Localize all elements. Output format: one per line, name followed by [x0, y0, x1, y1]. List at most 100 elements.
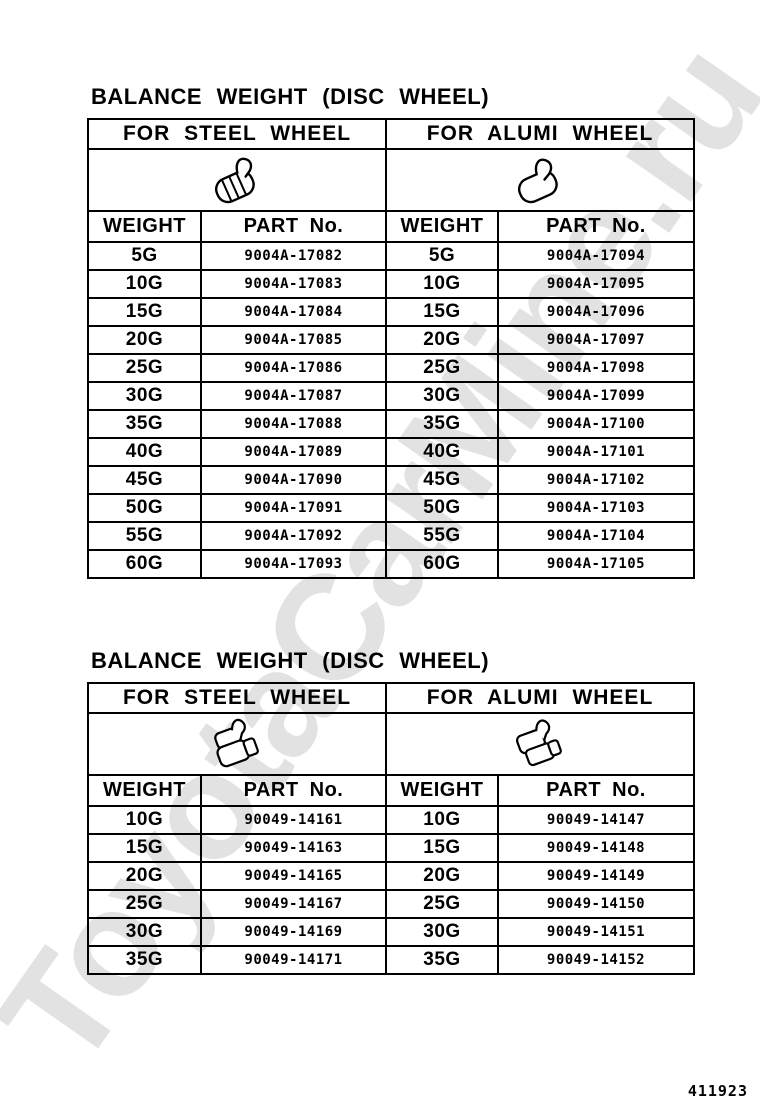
weight-cell: 30G: [87, 917, 202, 947]
weight-cell: 20G: [385, 325, 499, 355]
steel-wheel-header: FOR STEEL WHEEL: [87, 682, 387, 714]
weight-cell: 10G: [385, 805, 499, 835]
table-row: 15G 90049-14163 15G 90049-14148: [87, 833, 695, 863]
table-row: 20G 90049-14165 20G 90049-14149: [87, 861, 695, 891]
page-number: 411923: [687, 1082, 748, 1100]
weight-cell: 25G: [87, 889, 202, 919]
weight-cell: 15G: [385, 833, 499, 863]
table-row: 35G 9004A-17088 35G 9004A-17100: [87, 409, 695, 439]
steel-part-number-cell: 9004A-17089: [200, 437, 387, 467]
alumi-part-number-cell: 90049-14152: [497, 945, 695, 975]
table-row: 10G 90049-14161 10G 90049-14147: [87, 805, 695, 835]
table-row: 55G 9004A-17092 55G 9004A-17104: [87, 521, 695, 551]
alumi-part-number-cell: 9004A-17101: [497, 437, 695, 467]
table-title: BALANCE WEIGHT (DISC WHEEL): [91, 648, 490, 673]
steel-part-number-cell: 90049-14167: [200, 889, 387, 919]
steel-part-number-cell: 9004A-17091: [200, 493, 387, 523]
weight-cell: 50G: [385, 493, 499, 523]
alumi-part-number-cell: 9004A-17096: [497, 297, 695, 327]
column-header-row: WEIGHT PART No. WEIGHT PART No.: [87, 774, 695, 807]
steel-balance-weight-clip-icon: [214, 718, 259, 768]
alumi-part-number-cell: 90049-14149: [497, 861, 695, 891]
weight-cell: 10G: [87, 269, 202, 299]
alumi-part-number-cell: 90049-14148: [497, 833, 695, 863]
part-number-column-header: PART No.: [497, 774, 695, 807]
balance-weight-section-1: BALANCE WEIGHT (DISC WHEEL) FOR STEEL WH…: [87, 84, 695, 579]
weight-column-header: WEIGHT: [385, 774, 499, 807]
part-number-column-header: PART No.: [200, 774, 387, 807]
steel-part-number-cell: 90049-14163: [200, 833, 387, 863]
part-number-column-header: PART No.: [200, 210, 387, 243]
alumi-icon-cell: [385, 712, 695, 776]
weight-cell: 10G: [385, 269, 499, 299]
alumi-icon-cell: [385, 148, 695, 212]
weight-column-header: WEIGHT: [385, 210, 499, 243]
weight-cell: 25G: [87, 353, 202, 383]
alumi-wheel-header: FOR ALUMI WHEEL: [385, 682, 695, 714]
weight-cell: 45G: [87, 465, 202, 495]
weight-cell: 35G: [385, 945, 499, 975]
steel-balance-weight-clip-icon: [214, 157, 255, 204]
weight-cell: 10G: [87, 805, 202, 835]
steel-part-number-cell: 9004A-17093: [200, 549, 387, 579]
table-row: 25G 90049-14167 25G 90049-14150: [87, 889, 695, 919]
alumi-part-number-cell: 90049-14150: [497, 889, 695, 919]
steel-part-number-cell: 90049-14169: [200, 917, 387, 947]
part-number-column-header: PART No.: [497, 210, 695, 243]
alumi-part-number-cell: 9004A-17099: [497, 381, 695, 411]
weight-cell: 15G: [87, 297, 202, 327]
table-row: 20G 9004A-17085 20G 9004A-17097: [87, 325, 695, 355]
weight-cell: 20G: [385, 861, 499, 891]
alumi-wheel-header: FOR ALUMI WHEEL: [385, 118, 695, 150]
steel-part-number-cell: 9004A-17082: [200, 241, 387, 271]
weight-cell: 20G: [87, 325, 202, 355]
weight-cell: 5G: [87, 241, 202, 271]
icon-row: [87, 148, 695, 212]
table-row: 45G 9004A-17090 45G 9004A-17102: [87, 465, 695, 495]
alumi-part-number-cell: 9004A-17103: [497, 493, 695, 523]
weight-cell: 45G: [385, 465, 499, 495]
alumi-part-number-cell: 9004A-17104: [497, 521, 695, 551]
table-row: 50G 9004A-17091 50G 9004A-17103: [87, 493, 695, 523]
steel-part-number-cell: 9004A-17092: [200, 521, 387, 551]
weight-cell: 35G: [87, 409, 202, 439]
weight-cell: 25G: [385, 353, 499, 383]
weight-cell: 30G: [385, 917, 499, 947]
alumi-balance-weight-clip-icon: [517, 158, 558, 204]
steel-part-number-cell: 90049-14171: [200, 945, 387, 975]
steel-icon-cell: [87, 148, 387, 212]
alumi-part-number-cell: 9004A-17100: [497, 409, 695, 439]
weight-cell: 55G: [87, 521, 202, 551]
alumi-balance-weight-clip-icon: [515, 719, 562, 767]
weight-cell: 60G: [385, 549, 499, 579]
weight-cell: 20G: [87, 861, 202, 891]
group-header-row: FOR STEEL WHEEL FOR ALUMI WHEEL: [87, 118, 695, 150]
weight-cell: 40G: [385, 437, 499, 467]
table-title: BALANCE WEIGHT (DISC WHEEL): [91, 84, 490, 109]
table-row: 35G 90049-14171 35G 90049-14152: [87, 945, 695, 975]
weight-cell: 15G: [87, 833, 202, 863]
steel-part-number-cell: 90049-14161: [200, 805, 387, 835]
balance-weight-table-1: FOR STEEL WHEEL FOR ALUMI WHEEL: [87, 118, 695, 579]
table-row: 30G 90049-14169 30G 90049-14151: [87, 917, 695, 947]
weight-cell: 30G: [385, 381, 499, 411]
alumi-part-number-cell: 90049-14151: [497, 917, 695, 947]
weight-column-header: WEIGHT: [87, 210, 202, 243]
balance-weight-table-2: FOR STEEL WHEEL FOR ALUMI WHEEL: [87, 682, 695, 975]
steel-part-number-cell: 9004A-17086: [200, 353, 387, 383]
steel-icon-cell: [87, 712, 387, 776]
steel-part-number-cell: 9004A-17087: [200, 381, 387, 411]
weight-cell: 50G: [87, 493, 202, 523]
weight-cell: 15G: [385, 297, 499, 327]
steel-part-number-cell: 9004A-17090: [200, 465, 387, 495]
alumi-part-number-cell: 9004A-17097: [497, 325, 695, 355]
weight-cell: 35G: [87, 945, 202, 975]
table-row: 30G 9004A-17087 30G 9004A-17099: [87, 381, 695, 411]
table-row: 5G 9004A-17082 5G 9004A-17094: [87, 241, 695, 271]
alumi-part-number-cell: 90049-14147: [497, 805, 695, 835]
weight-cell: 60G: [87, 549, 202, 579]
group-header-row: FOR STEEL WHEEL FOR ALUMI WHEEL: [87, 682, 695, 714]
alumi-part-number-cell: 9004A-17095: [497, 269, 695, 299]
